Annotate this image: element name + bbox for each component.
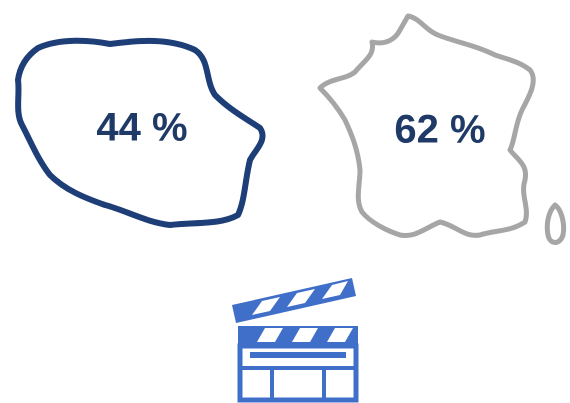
stat-label: 44 %: [96, 106, 187, 150]
stat-label: 62 %: [394, 108, 485, 152]
reunion-outline: [15, 37, 266, 228]
corsica-outline: [544, 202, 567, 245]
clapperboard-icon: [232, 278, 359, 403]
france-outline: [317, 13, 536, 239]
